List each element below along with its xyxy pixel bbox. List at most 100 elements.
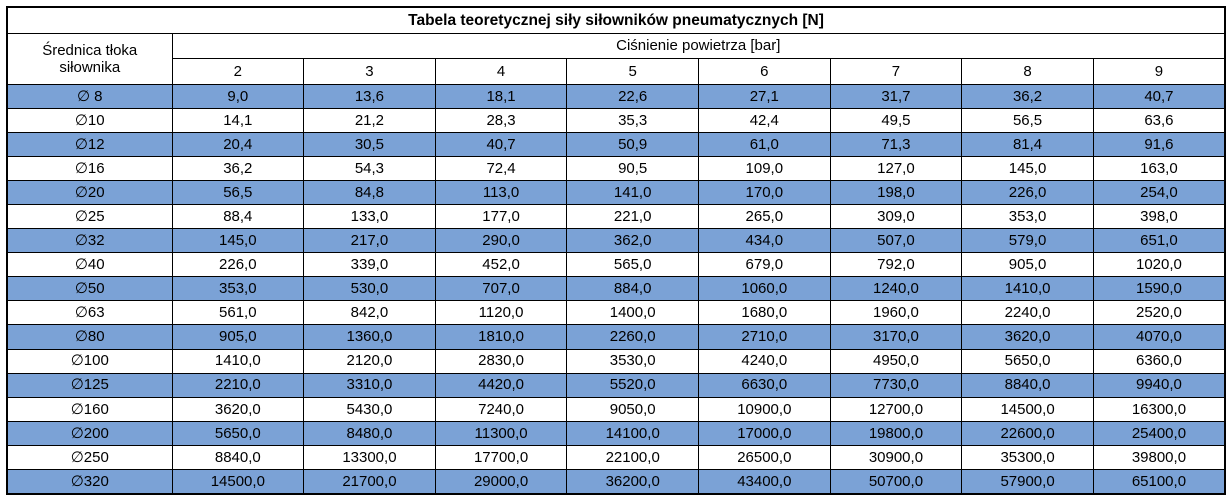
force-value-cell: 452,0 — [434, 252, 568, 278]
force-value-cell: 353,0 — [171, 276, 305, 302]
force-value-cell: 31,7 — [829, 83, 963, 110]
pressure-group-header: Ciśnienie powietrza [bar] — [171, 33, 1226, 59]
pressure-header-cell: 7 — [829, 58, 963, 85]
diameter-cell: ∅32 — [6, 228, 173, 254]
force-value-cell: 56,5 — [171, 180, 305, 206]
diameter-cell: ∅80 — [6, 324, 173, 350]
force-value-cell: 35,3 — [566, 108, 699, 134]
force-value-cell: 17700,0 — [434, 444, 568, 470]
force-value-cell: 84,8 — [303, 180, 436, 206]
force-value-cell: 7240,0 — [434, 396, 568, 422]
force-value-cell: 254,0 — [1092, 180, 1226, 206]
force-value-cell: 217,0 — [303, 228, 436, 254]
force-value-cell: 50700,0 — [829, 468, 963, 495]
force-value-cell: 1960,0 — [829, 300, 963, 326]
force-value-cell: 20,4 — [171, 132, 305, 158]
diameter-cell: ∅250 — [6, 444, 173, 470]
diameter-cell: ∅12 — [6, 132, 173, 158]
force-value-cell: 4420,0 — [434, 372, 568, 398]
force-value-cell: 3530,0 — [566, 348, 699, 374]
force-value-cell: 1410,0 — [171, 348, 305, 374]
force-value-cell: 25400,0 — [1092, 420, 1226, 446]
table-row: ∅80 905,0 1360,0 1810,0 2260,0 2710,0 3170,0 36… — [6, 324, 1226, 350]
pressure-header-cell: 5 — [566, 58, 699, 85]
table-row: ∅63 561,0 842,0 1120,0 1400,0 1680,0 1960,0 224… — [6, 300, 1226, 326]
pressure-header-cell: 9 — [1092, 58, 1226, 85]
force-value-cell: 842,0 — [303, 300, 436, 326]
force-value-cell: 353,0 — [961, 204, 1094, 230]
diameter-cell: ∅40 — [6, 252, 173, 278]
force-value-cell: 309,0 — [829, 204, 963, 230]
force-value-cell: 2240,0 — [961, 300, 1094, 326]
force-value-cell: 4240,0 — [698, 348, 831, 374]
force-value-cell: 54,3 — [303, 156, 436, 182]
force-value-cell: 3620,0 — [171, 396, 305, 422]
force-value-cell: 8840,0 — [171, 444, 305, 470]
force-value-cell: 8480,0 — [303, 420, 436, 446]
force-value-cell: 2710,0 — [698, 324, 831, 350]
diameter-cell: ∅160 — [6, 396, 173, 422]
force-value-cell: 5650,0 — [171, 420, 305, 446]
force-value-cell: 198,0 — [829, 180, 963, 206]
force-value-cell: 4950,0 — [829, 348, 963, 374]
force-value-cell: 141,0 — [566, 180, 699, 206]
pressure-header-cell: 2 — [171, 58, 305, 85]
force-value-cell: 113,0 — [434, 180, 568, 206]
force-value-cell: 65100,0 — [1092, 468, 1226, 495]
force-value-cell: 226,0 — [961, 180, 1094, 206]
force-value-cell: 1810,0 — [434, 324, 568, 350]
force-value-cell: 1680,0 — [698, 300, 831, 326]
force-value-cell: 145,0 — [171, 228, 305, 254]
force-value-cell: 36200,0 — [566, 468, 699, 495]
table-body: ∅ 8 9,0 13,6 18,1 22,6 27,1 31,7 36,2 40,7 ∅10 14,… — [6, 83, 1226, 495]
force-value-cell: 5520,0 — [566, 372, 699, 398]
table-row: ∅25 88,4 133,0 177,0 221,0 265,0 309,0 353,0 398… — [6, 204, 1226, 230]
table-row: ∅10 14,1 21,2 28,3 35,3 42,4 49,5 56,5 63,6 — [6, 108, 1226, 134]
force-value-cell: 26500,0 — [698, 444, 831, 470]
force-value-cell: 221,0 — [566, 204, 699, 230]
force-value-cell: 579,0 — [961, 228, 1094, 254]
force-value-cell: 507,0 — [829, 228, 963, 254]
force-value-cell: 50,9 — [566, 132, 699, 158]
force-value-cell: 14500,0 — [171, 468, 305, 495]
diameter-cell: ∅200 — [6, 420, 173, 446]
force-value-cell: 8840,0 — [961, 372, 1094, 398]
force-value-cell: 72,4 — [434, 156, 568, 182]
force-value-cell: 56,5 — [961, 108, 1094, 134]
force-value-cell: 9940,0 — [1092, 372, 1226, 398]
force-value-cell: 39800,0 — [1092, 444, 1226, 470]
pressure-header-cell: 3 — [303, 58, 436, 85]
force-value-cell: 22100,0 — [566, 444, 699, 470]
table-row: ∅32 145,0 217,0 290,0 362,0 434,0 507,0 579,0 65… — [6, 228, 1226, 254]
force-value-cell: 2830,0 — [434, 348, 568, 374]
force-value-cell: 91,6 — [1092, 132, 1226, 158]
table-row: ∅50 353,0 530,0 707,0 884,0 1060,0 1240,0 1410,… — [6, 276, 1226, 302]
force-value-cell: 43400,0 — [698, 468, 831, 495]
diameter-cell: ∅16 — [6, 156, 173, 182]
force-value-cell: 177,0 — [434, 204, 568, 230]
force-value-cell: 1590,0 — [1092, 276, 1226, 302]
force-value-cell: 530,0 — [303, 276, 436, 302]
force-value-cell: 1240,0 — [829, 276, 963, 302]
diameter-column-header: Średnica tłoka siłownika — [6, 33, 173, 85]
title-row: Tabela teoretycznej siły siłowników pneu… — [6, 6, 1226, 34]
table-row: ∅100 1410,0 2120,0 2830,0 3530,0 4240,0 4950,0… — [6, 348, 1226, 374]
pressure-header-cell: 4 — [434, 58, 568, 85]
force-value-cell: 90,5 — [566, 156, 699, 182]
force-value-cell: 6360,0 — [1092, 348, 1226, 374]
force-value-cell: 71,3 — [829, 132, 963, 158]
force-value-cell: 2210,0 — [171, 372, 305, 398]
force-value-cell: 35300,0 — [961, 444, 1094, 470]
force-value-cell: 6630,0 — [698, 372, 831, 398]
force-value-cell: 133,0 — [303, 204, 436, 230]
force-value-cell: 339,0 — [303, 252, 436, 278]
force-value-cell: 17000,0 — [698, 420, 831, 446]
force-value-cell: 40,7 — [1092, 83, 1226, 110]
force-value-cell: 290,0 — [434, 228, 568, 254]
pneumatic-force-table: Tabela teoretycznej siły siłowników pneu… — [6, 6, 1226, 495]
force-value-cell: 21700,0 — [303, 468, 436, 495]
force-value-cell: 127,0 — [829, 156, 963, 182]
force-value-cell: 30,5 — [303, 132, 436, 158]
